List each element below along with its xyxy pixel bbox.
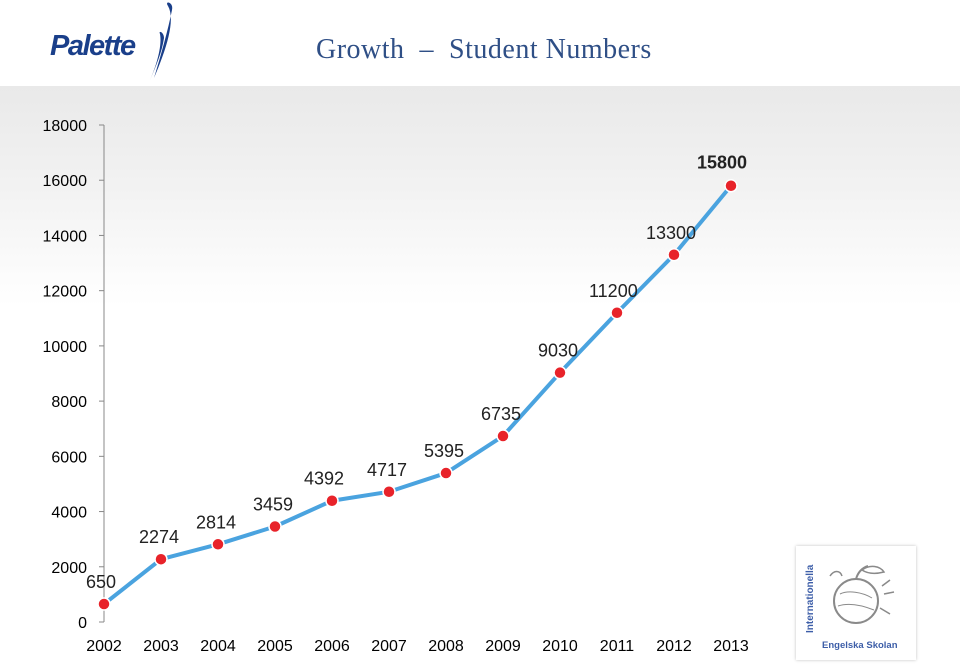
x-tick-label: 2012: [656, 638, 692, 655]
data-point-marker: [439, 466, 453, 480]
x-tick-label: 2003: [143, 638, 179, 655]
data-label: 9030: [538, 341, 578, 361]
data-point-marker: [97, 597, 111, 611]
data-point-marker: [667, 248, 681, 262]
badge-bottom-text: Engelska Skolan: [822, 640, 898, 651]
data-point-marker: [553, 365, 567, 380]
y-tick-label: 6000: [51, 449, 87, 466]
page-title: Growth – Student Numbers: [316, 34, 652, 65]
y-tick-label: 2000: [51, 560, 87, 577]
data-label: 15800: [697, 153, 747, 173]
data-point-marker: [496, 429, 510, 443]
data-point-marker: [268, 519, 282, 534]
apple-emblem-icon: [829, 565, 895, 624]
y-tick-label: 8000: [51, 394, 87, 411]
y-tick-label: 12000: [43, 284, 88, 301]
logo-text: Palette: [50, 30, 136, 62]
data-label: 4717: [367, 460, 407, 480]
data-label: 650: [86, 572, 116, 592]
school-badge: Internationella Engelska Skolan: [796, 546, 916, 660]
x-tick-label: 2007: [371, 638, 407, 655]
data-label: 4392: [304, 469, 344, 489]
x-tick-label: 2008: [428, 638, 464, 655]
x-tick-label: 2013: [713, 638, 749, 655]
background-band: [0, 86, 960, 306]
x-tick-label: 2005: [257, 638, 293, 655]
x-tick-label: 2010: [542, 638, 578, 655]
data-point-marker: [610, 306, 624, 320]
data-label: 11200: [589, 281, 638, 301]
y-tick-label: 18000: [43, 118, 88, 135]
data-point-marker: [154, 552, 168, 566]
series-line: [102, 184, 733, 606]
data-point-marker: [724, 178, 738, 193]
data-label: 3459: [253, 494, 293, 514]
y-tick-label: 16000: [43, 173, 88, 190]
data-label: 2814: [196, 512, 236, 532]
x-tick-label: 2002: [86, 638, 122, 655]
data-point-marker: [382, 485, 396, 499]
palette-logo: Palette: [46, 0, 181, 86]
data-label: 6735: [481, 404, 521, 424]
x-tick-label: 2009: [485, 638, 521, 655]
y-tick-label: 14000: [43, 228, 88, 245]
data-label: 2274: [139, 527, 179, 547]
data-point-marker: [325, 493, 339, 508]
y-tick-label: 0: [78, 615, 87, 632]
swoosh-icon: [150, 2, 173, 81]
x-tick-label: 2004: [200, 638, 236, 655]
x-tick-label: 2006: [314, 638, 350, 655]
y-tick-label: 10000: [43, 339, 88, 356]
y-tick-label: 4000: [51, 505, 87, 522]
data-label: 13300: [646, 223, 696, 243]
data-label: 5395: [424, 441, 464, 461]
badge-vertical-text: Internationella: [805, 564, 816, 634]
x-tick-label: 2011: [600, 638, 635, 655]
data-point-marker: [211, 537, 225, 552]
